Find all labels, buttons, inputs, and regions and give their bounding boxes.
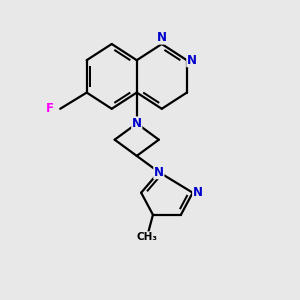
Text: F: F [46, 102, 54, 115]
Text: N: N [157, 31, 167, 44]
Text: N: N [154, 166, 164, 178]
Text: N: N [193, 186, 203, 199]
Text: CH₃: CH₃ [136, 232, 158, 242]
Text: N: N [187, 54, 197, 67]
Text: N: N [132, 117, 142, 130]
